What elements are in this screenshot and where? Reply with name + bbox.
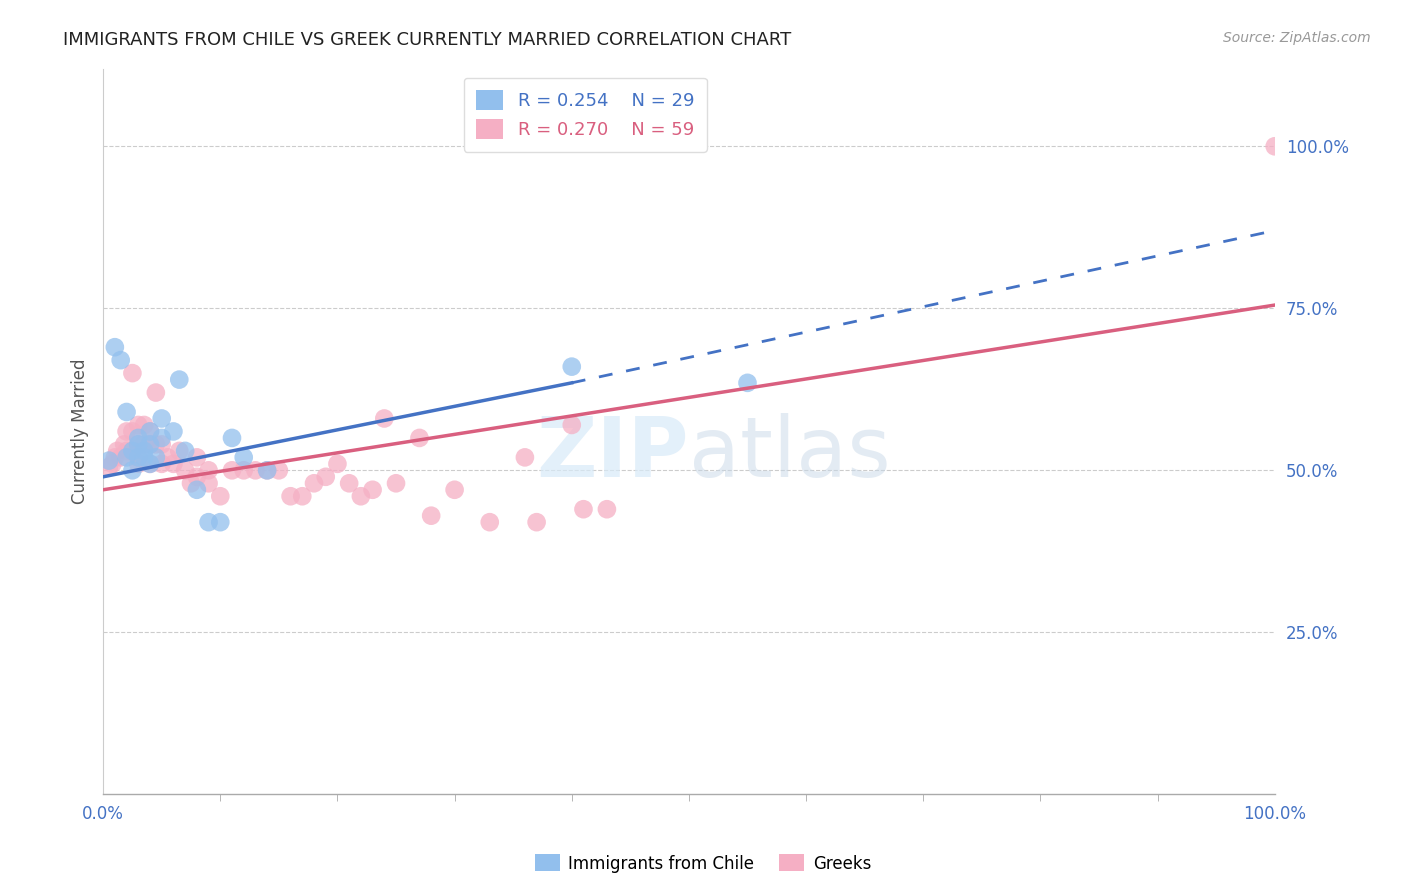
Point xyxy=(209,515,232,529)
Point xyxy=(127,431,149,445)
Point xyxy=(145,437,167,451)
Point xyxy=(197,515,219,529)
Point xyxy=(101,457,124,471)
Point xyxy=(596,502,619,516)
Point xyxy=(291,489,314,503)
Point xyxy=(134,437,156,451)
Point xyxy=(361,483,384,497)
Point xyxy=(337,476,360,491)
Point xyxy=(115,443,138,458)
Point xyxy=(373,411,395,425)
Legend: Immigrants from Chile, Greeks: Immigrants from Chile, Greeks xyxy=(529,847,877,880)
Point xyxy=(121,425,143,439)
Point xyxy=(197,476,219,491)
Text: IMMIGRANTS FROM CHILE VS GREEK CURRENTLY MARRIED CORRELATION CHART: IMMIGRANTS FROM CHILE VS GREEK CURRENTLY… xyxy=(63,31,792,49)
Point xyxy=(385,476,408,491)
Point xyxy=(408,431,430,445)
Point xyxy=(105,443,128,458)
Point xyxy=(169,443,191,458)
Point xyxy=(121,366,143,380)
Point xyxy=(145,385,167,400)
Point xyxy=(127,450,149,465)
Point xyxy=(134,450,156,465)
Point xyxy=(139,437,162,451)
Point xyxy=(232,463,254,477)
Point xyxy=(139,437,162,451)
Point xyxy=(121,443,143,458)
Point xyxy=(110,450,132,465)
Text: atlas: atlas xyxy=(689,413,890,493)
Point xyxy=(256,463,278,477)
Point xyxy=(121,463,143,477)
Point xyxy=(443,483,465,497)
Point xyxy=(221,463,243,477)
Point xyxy=(104,450,127,465)
Point xyxy=(127,450,149,465)
Point xyxy=(112,437,135,451)
Point xyxy=(1264,139,1286,153)
Point xyxy=(280,489,302,503)
Point xyxy=(350,489,373,503)
Point xyxy=(420,508,443,523)
Point xyxy=(110,353,132,368)
Point xyxy=(513,450,536,465)
Point xyxy=(245,463,267,477)
Point xyxy=(256,463,278,477)
Point xyxy=(115,450,138,465)
Point xyxy=(139,425,162,439)
Point xyxy=(186,483,208,497)
Point xyxy=(186,470,208,484)
Point xyxy=(150,411,173,425)
Text: ZIP: ZIP xyxy=(537,413,689,493)
Legend: R = 0.254    N = 29, R = 0.270    N = 59: R = 0.254 N = 29, R = 0.270 N = 59 xyxy=(464,78,707,152)
Point xyxy=(186,450,208,465)
Point xyxy=(121,443,143,458)
Point xyxy=(232,450,254,465)
Point xyxy=(737,376,759,390)
Point xyxy=(139,457,162,471)
Point xyxy=(174,463,197,477)
Point xyxy=(174,443,197,458)
Point xyxy=(104,340,127,354)
Point xyxy=(526,515,548,529)
Text: Source: ZipAtlas.com: Source: ZipAtlas.com xyxy=(1223,31,1371,45)
Point xyxy=(267,463,290,477)
Point xyxy=(162,457,184,471)
Point xyxy=(127,437,149,451)
Point xyxy=(561,417,583,432)
Point xyxy=(139,425,162,439)
Point xyxy=(209,489,232,503)
Point xyxy=(169,373,191,387)
Y-axis label: Currently Married: Currently Married xyxy=(72,359,89,504)
Point xyxy=(156,450,179,465)
Point xyxy=(150,437,173,451)
Point xyxy=(98,453,121,467)
Point xyxy=(180,476,202,491)
Point xyxy=(150,431,173,445)
Point xyxy=(98,460,121,475)
Point xyxy=(221,431,243,445)
Point xyxy=(197,463,219,477)
Point xyxy=(115,405,138,419)
Point xyxy=(315,470,337,484)
Point xyxy=(127,457,149,471)
Point xyxy=(134,443,156,458)
Point xyxy=(150,457,173,471)
Point xyxy=(127,417,149,432)
Point xyxy=(302,476,325,491)
Point xyxy=(139,457,162,471)
Point xyxy=(127,437,149,451)
Point xyxy=(326,457,349,471)
Point xyxy=(145,450,167,465)
Point xyxy=(115,425,138,439)
Point xyxy=(162,425,184,439)
Point xyxy=(561,359,583,374)
Point xyxy=(478,515,501,529)
Point xyxy=(134,417,156,432)
Point xyxy=(572,502,595,516)
